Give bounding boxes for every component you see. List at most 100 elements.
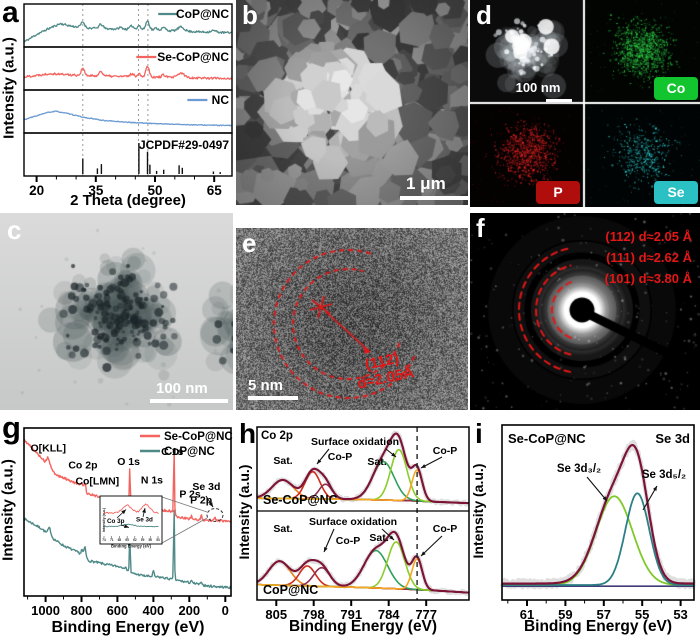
- i-x-axis-label: Binding Energy (eV): [523, 618, 673, 635]
- svg-text:600: 600: [107, 603, 129, 618]
- svg-text:59: 59: [141, 538, 145, 542]
- e-scalebar-label: 5 nm: [248, 377, 284, 394]
- panel-h-co2p-xps: h Intensity (a.u.) Binding Energy (eV) S…: [236, 412, 473, 641]
- xps-survey-plot: Se-CoP@NC CoP@NC O[KLL]Co 2p Co[LMN] O 1sN 1…: [23, 427, 233, 618]
- svg-text:O[KLL]: O[KLL]: [30, 443, 66, 455]
- c-scalebar: [150, 399, 228, 403]
- svg-text:P 2s: P 2s: [179, 489, 201, 501]
- panel-g-xps-survey: g Intensity (a.u.) Binding Energy (eV) S…: [0, 412, 238, 641]
- xrd-plot: CoP@NC Se-CoP@NC NC JCPDF#29-0497 20 35 50 65: [23, 3, 233, 198]
- a-x-axis-label: 2 Theta (degree): [70, 192, 186, 209]
- svg-text:Co[LMN]: Co[LMN]: [75, 475, 119, 487]
- panel-letter-e: e: [242, 228, 257, 258]
- a-y-axis-label: Intensity (a.u.): [0, 37, 18, 139]
- saed-image: [470, 213, 700, 410]
- svg-text:1000: 1000: [31, 603, 60, 618]
- svg-text:Co-P: Co-P: [433, 523, 458, 535]
- svg-text:Co-P: Co-P: [328, 451, 353, 463]
- sem-micrograph: [236, 0, 468, 205]
- svg-text:777: 777: [415, 607, 437, 622]
- svg-text:Se 3d: Se 3d: [192, 481, 220, 493]
- panel-d-elemental-maps: d 100 nm Co P Se: [470, 0, 700, 207]
- svg-text:53: 53: [156, 538, 160, 542]
- svg-text:53: 53: [673, 607, 687, 622]
- panel-letter-g: g: [2, 410, 21, 445]
- svg-text:JCPDF#29-0497: JCPDF#29-0497: [139, 138, 229, 152]
- svg-text:791: 791: [340, 607, 362, 622]
- g-y-axis-label: Intensity (a.u.): [0, 459, 17, 561]
- d-scalebar: [546, 99, 572, 102]
- svg-text:800: 800: [71, 603, 93, 618]
- svg-text:O 1s: O 1s: [117, 456, 140, 468]
- panel-letter-c: c: [7, 215, 22, 245]
- se-map-badge: Se: [654, 181, 698, 204]
- svg-text:784: 784: [378, 607, 400, 622]
- svg-text:56: 56: [149, 538, 153, 542]
- panel-letter-d: d: [476, 0, 492, 30]
- svg-text:61: 61: [520, 607, 534, 622]
- svg-text:20: 20: [29, 183, 44, 198]
- svg-text:50: 50: [148, 183, 163, 198]
- h-x-axis-label: Binding Energy (eV): [288, 618, 438, 635]
- svg-text:200: 200: [178, 603, 200, 618]
- svg-text:N 1s: N 1s: [141, 474, 163, 486]
- panel-a-xrd: a Intensity (a.u.) 2 Theta (degree) CoP@…: [0, 0, 234, 211]
- svg-text:Se-CoP@NC: Se-CoP@NC: [263, 493, 338, 507]
- g-x-axis-label: Binding Energy (eV): [51, 619, 205, 636]
- svg-text:Surface oxidation: Surface oxidation: [309, 516, 397, 528]
- i-y-axis-label: Intensity (a.u.): [470, 463, 486, 559]
- b-scalebar-label: 1 μm: [406, 174, 446, 193]
- svg-text:C 1s: C 1s: [161, 446, 183, 458]
- hrtem-micrograph: [236, 228, 468, 410]
- svg-text:Surface oxidation: Surface oxidation: [311, 436, 399, 448]
- svg-text:Intensity (a.u.): Intensity (a.u.): [102, 507, 106, 532]
- panel-c-tem-image: c 100 nm: [0, 213, 233, 410]
- ring-label-112: (112) d≈2.05 Å: [605, 229, 692, 244]
- svg-text:Se 3d: Se 3d: [136, 517, 153, 524]
- svg-text:Se 3d₃/₂: Se 3d₃/₂: [557, 463, 601, 475]
- svg-text:35: 35: [88, 183, 104, 198]
- h-y-axis-label: Intensity (a.u.): [236, 464, 252, 560]
- svg-text:Co 3p: Co 3p: [107, 518, 125, 525]
- svg-text:65: 65: [125, 538, 129, 542]
- panel-e-hrtem-image: e (112) d≈2.05Å 5 nm: [236, 228, 468, 410]
- svg-text:Se-CoP@NC: Se-CoP@NC: [164, 431, 233, 443]
- svg-text:400: 400: [143, 603, 165, 618]
- svg-text:0: 0: [222, 603, 229, 618]
- svg-text:Sat.: Sat.: [369, 532, 388, 544]
- svg-text:Sat.: Sat.: [273, 523, 292, 535]
- svg-text:Co-P: Co-P: [336, 535, 361, 547]
- svg-text:74: 74: [102, 538, 106, 542]
- svg-text:805: 805: [265, 607, 287, 622]
- eds-maps: [470, 0, 700, 207]
- svg-text:Co 2p: Co 2p: [261, 430, 293, 442]
- svg-text:Se-CoP@NC: Se-CoP@NC: [508, 431, 586, 446]
- c-scalebar-label: 100 nm: [156, 380, 208, 397]
- svg-text:Sat.: Sat.: [367, 456, 386, 468]
- svg-text:68: 68: [118, 538, 122, 542]
- panel-letter-f: f: [476, 213, 485, 243]
- svg-text:Sat.: Sat.: [273, 455, 292, 467]
- svg-text:CoP@NC: CoP@NC: [176, 7, 229, 21]
- svg-text:55: 55: [635, 607, 649, 622]
- svg-text:CoP@NC: CoP@NC: [263, 583, 318, 597]
- se3d-plot: Se 3d₃/₂ Se 3d₅/₂ Se-CoP@NC Se 3d 61 59 57 55 53: [499, 424, 696, 622]
- tem-micrograph: [0, 213, 233, 410]
- panel-f-saed-pattern: f (112) d≈2.05 Å (111) d≈2.62 Å (101) d≈…: [470, 213, 700, 410]
- co-map-badge: Co: [654, 77, 698, 100]
- ring-label-101: (101) d≈3.80 Å: [604, 271, 692, 286]
- panel-b-sem-image: b 1 μm: [236, 0, 470, 205]
- svg-text:Binding Energy (eV): Binding Energy (eV): [111, 544, 152, 549]
- svg-text:59: 59: [558, 607, 572, 622]
- svg-text:Co 2p: Co 2p: [68, 459, 97, 471]
- svg-text:57: 57: [597, 607, 611, 622]
- e-scalebar: [248, 396, 298, 400]
- svg-text:798: 798: [303, 607, 325, 622]
- panel-letter-b: b: [242, 0, 258, 30]
- svg-text:Co-P: Co-P: [433, 445, 458, 457]
- svg-text:Se 3d₅/₂: Se 3d₅/₂: [642, 469, 686, 481]
- panel-letter-a: a: [2, 0, 19, 29]
- panel-i-se3d-xps: i Intensity (a.u.) Binding Energy (eV) S…: [470, 412, 700, 641]
- panel-letter-h: h: [239, 418, 257, 449]
